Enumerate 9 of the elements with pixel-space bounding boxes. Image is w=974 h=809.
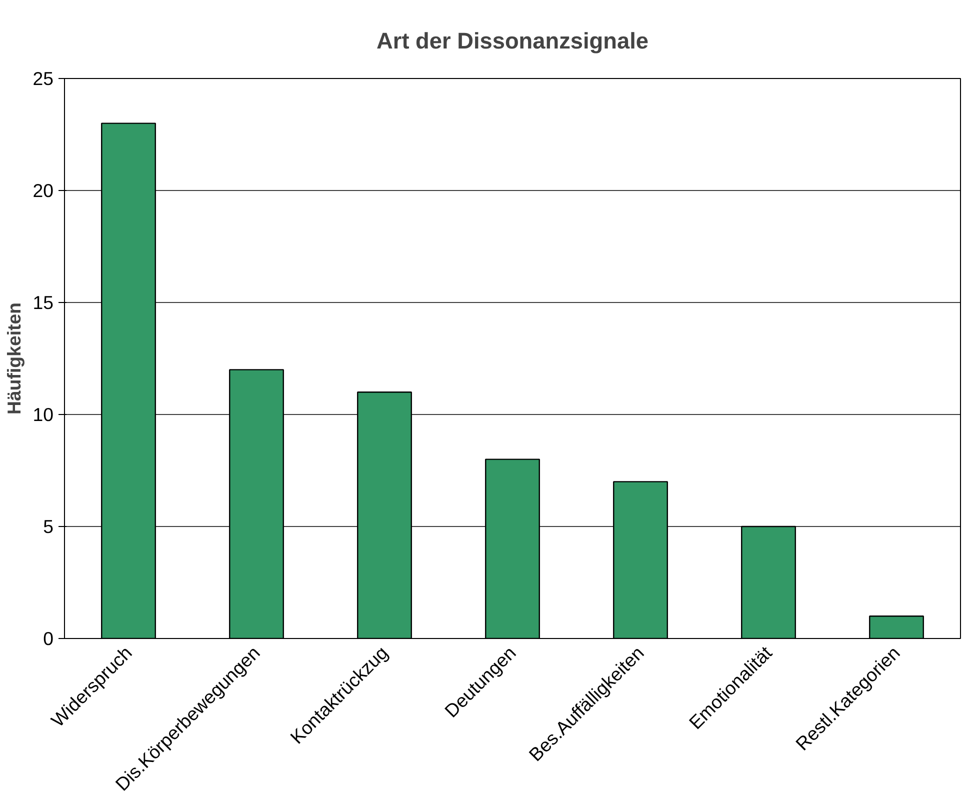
- chart-title: Art der Dissonanzsignale: [376, 28, 648, 54]
- y-tick-label: 15: [32, 292, 54, 313]
- y-tick-label: 25: [32, 68, 54, 89]
- y-tick-label: 5: [43, 516, 54, 537]
- y-axis-title: Häufigkeiten: [4, 302, 25, 414]
- y-tick-label: 10: [32, 404, 54, 425]
- y-tick-label: 20: [32, 180, 54, 201]
- y-tick-label: 0: [43, 628, 54, 649]
- bar: [869, 616, 924, 638]
